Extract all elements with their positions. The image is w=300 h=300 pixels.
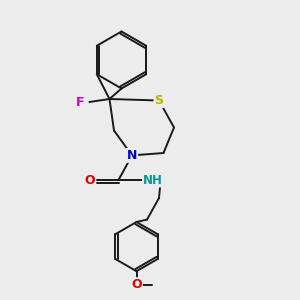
Text: O: O xyxy=(84,173,95,187)
Text: S: S xyxy=(154,94,164,107)
Text: N: N xyxy=(127,149,137,162)
Text: F: F xyxy=(76,95,85,109)
Text: NH: NH xyxy=(143,173,163,187)
Text: O: O xyxy=(131,278,142,291)
